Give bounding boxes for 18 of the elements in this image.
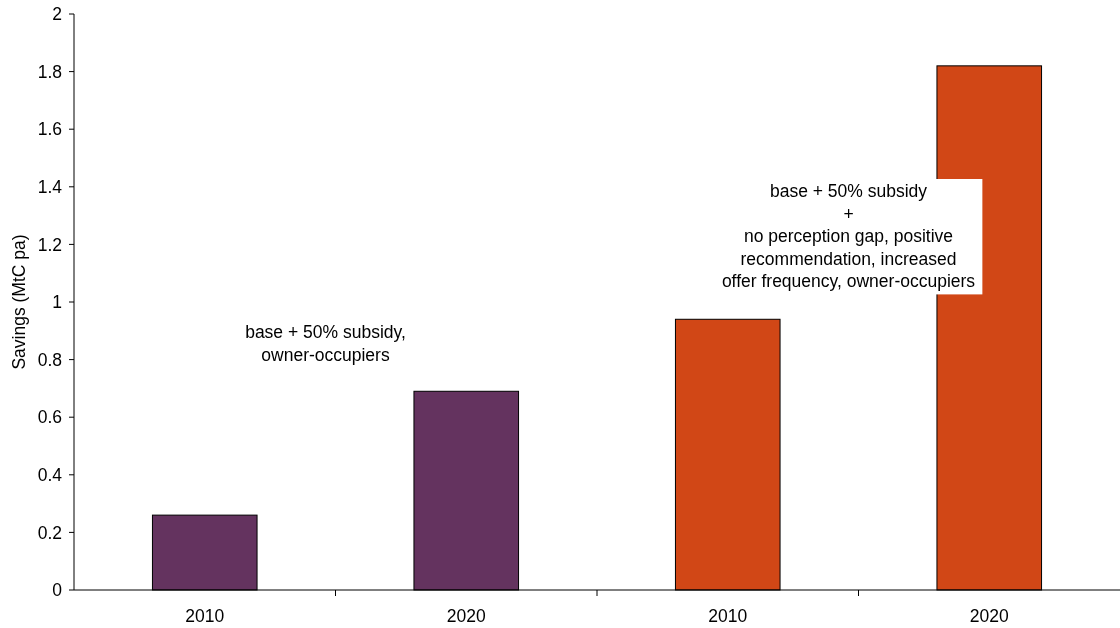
annotation: base + 50% subsidy + no perception gap, positive recommendation, increased offer frequency, owner-occupiers [721,181,976,292]
y-tick-label: 0.4 [37,464,63,485]
y-tick-label: 0.2 [37,522,62,543]
x-tick-label: 2020 [969,606,1009,626]
y-tick-label: 1.4 [37,176,63,197]
x-tick-label: 2010 [185,606,225,626]
y-tick-label: 1.6 [37,119,62,140]
y-axis-title: Savings (MtC pa) [9,234,29,370]
y-tick-label: 0.8 [37,349,62,370]
y-tick-label: 0 [52,580,63,601]
y-tick-label: 0.6 [37,407,62,428]
annotation: base + 50% subsidy, owner-occupiers [245,322,406,365]
y-tick-label: 1.2 [37,234,62,255]
y-tick-label: 2 [52,4,62,25]
y-tick-label: 1 [52,292,62,313]
y-tick-label: 1.8 [37,61,62,82]
x-tick-label: 2020 [446,606,486,626]
x-tick-label: 2010 [708,606,748,626]
